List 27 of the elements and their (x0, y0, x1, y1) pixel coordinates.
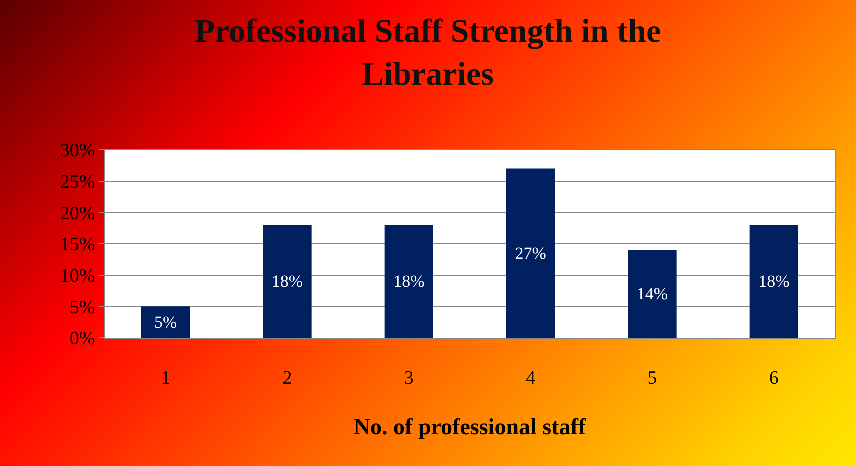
data-label: 5% (154, 312, 178, 332)
y-tick-label: 5% (70, 297, 96, 318)
y-tick-label: 0% (70, 328, 96, 350)
x-tick-label: 3 (404, 368, 414, 389)
bar (750, 225, 798, 338)
bar (263, 225, 312, 338)
chart-title: Professional Staff Strength in the Libraries (194, 14, 662, 93)
y-tick-label: 25% (60, 172, 96, 193)
data-label: 18% (758, 272, 790, 292)
bar (384, 225, 434, 338)
bar (142, 306, 190, 338)
x-tick-label: 1 (161, 368, 171, 389)
data-label: 18% (394, 272, 425, 292)
x-axis-title: No. of professional staff (354, 414, 586, 440)
data-label: 18% (272, 272, 304, 292)
y-tick-label: 30% (60, 140, 96, 162)
x-tick-label: 2 (282, 368, 292, 389)
y-tick-label: 10% (60, 266, 96, 287)
x-tick-label: 5 (648, 368, 658, 389)
y-tick-label: 15% (60, 234, 96, 256)
x-tick-label: 6 (769, 368, 779, 389)
bar (506, 168, 556, 338)
y-tick-label: 20% (60, 203, 96, 224)
x-tick-label: 4 (526, 368, 536, 389)
data-label: 27% (515, 244, 546, 263)
data-label: 14% (636, 284, 668, 304)
bar (628, 250, 677, 338)
